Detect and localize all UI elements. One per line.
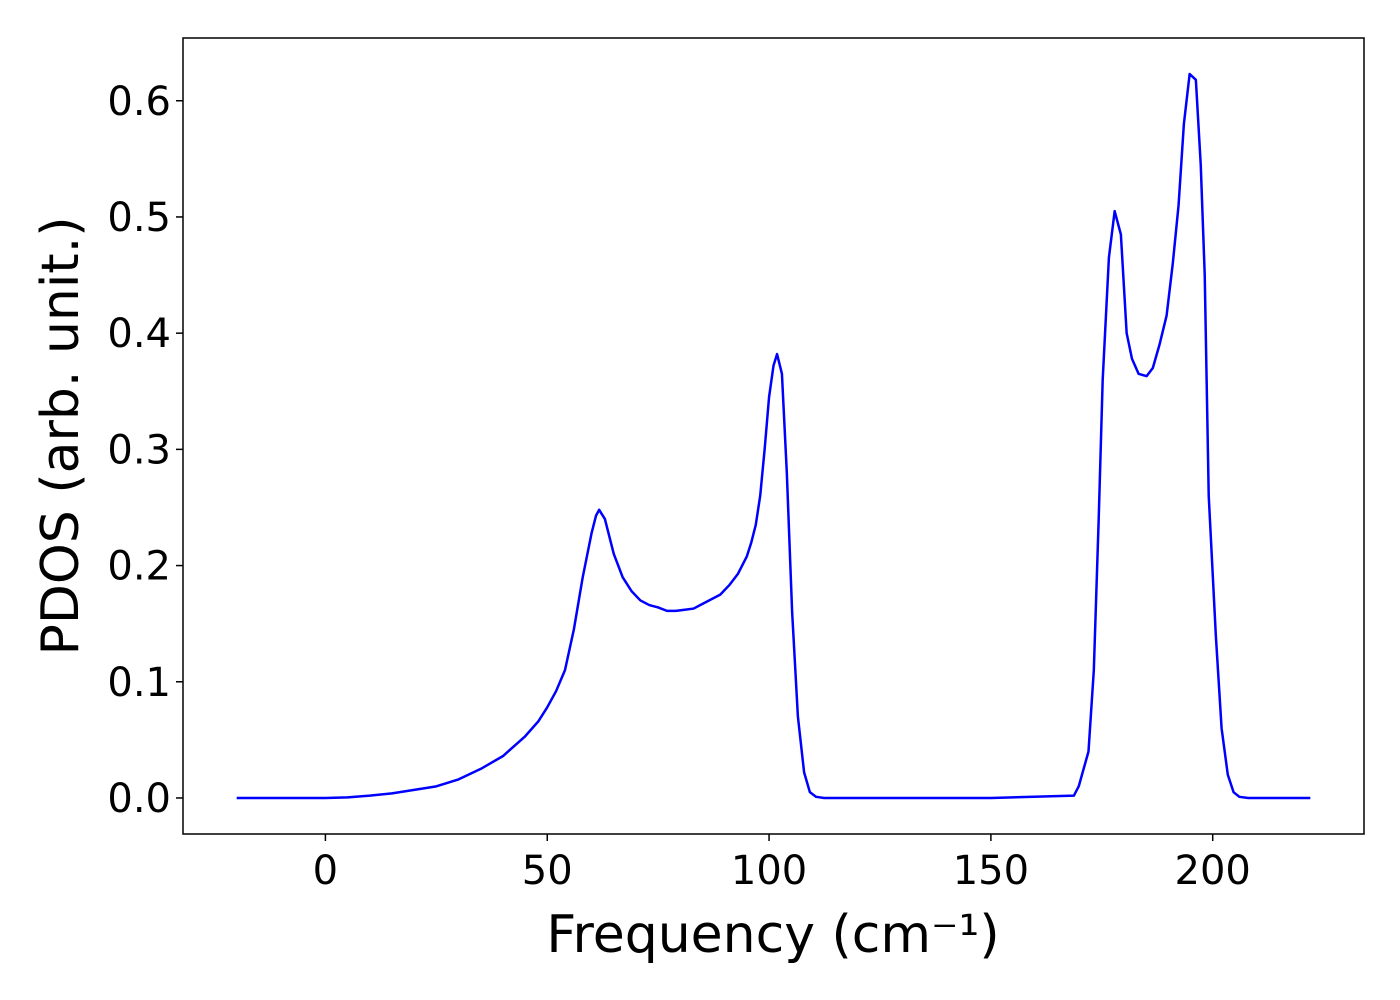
data-line (236, 72, 1311, 800)
x-axis-label: Frequency (cm⁻¹) (546, 905, 999, 965)
y-tick-label: 0.6 (107, 79, 171, 125)
y-tick-label: 0.3 (107, 427, 171, 473)
x-tick-label: 150 (953, 848, 1029, 894)
y-tick-label: 0.2 (107, 544, 171, 590)
y-tick-label: 0.5 (107, 195, 171, 241)
x-tick-label: 0 (313, 848, 338, 894)
x-tick-label: 50 (522, 848, 573, 894)
x-tick-label: 200 (1175, 848, 1251, 894)
plot-frame (182, 37, 1365, 835)
x-tick-label: 100 (731, 848, 807, 894)
y-tick-label: 0.4 (107, 311, 171, 357)
y-axis-label: PDOS (arb. unit.) (31, 216, 91, 655)
y-tick-label: 0.1 (107, 660, 171, 706)
y-tick-label: 0.0 (107, 776, 171, 822)
